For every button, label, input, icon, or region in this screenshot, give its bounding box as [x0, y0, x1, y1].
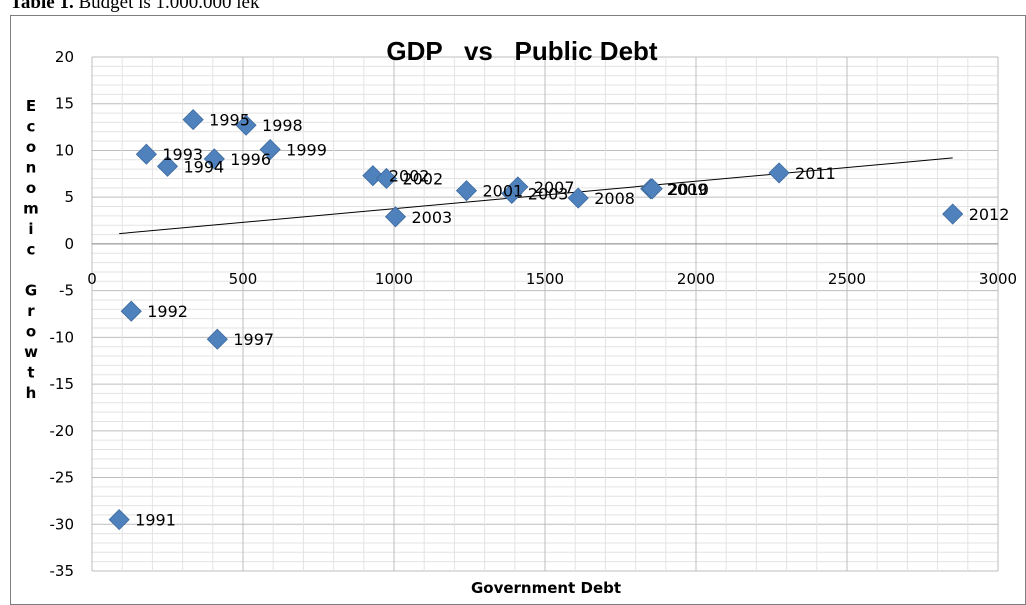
y-axis-title-letter: m [23, 200, 39, 218]
y-tick-label: -35 [50, 562, 75, 580]
y-axis-title-letter: c [27, 241, 36, 259]
axis-ticks: 20 15 10 5 0 -5 -10 -15 -20 -25 -30 -35 0 500 1000 1500… [50, 48, 1018, 580]
table-caption-text: Budget is 1.000.000 lek [73, 0, 260, 13]
linear-trendline [119, 157, 953, 235]
y-tick-label: 20 [55, 48, 74, 66]
y-axis-title-letter: c [27, 118, 36, 136]
y-axis-title-letter: w [24, 343, 38, 361]
data-point [235, 114, 257, 136]
y-axis-title-letter: E [26, 97, 36, 115]
point-label: 1993 [162, 145, 203, 164]
data-point [362, 165, 384, 187]
point-label: 1991 [135, 511, 176, 530]
chart-title: GDP vs Public Debt [386, 36, 657, 66]
point-label: 1999 [286, 141, 327, 160]
point-label: 2003 [528, 184, 569, 203]
point-label: 1992 [147, 302, 188, 321]
data-point [507, 176, 529, 198]
point-label: 2003 [412, 208, 453, 227]
point-label: 2009 [667, 180, 708, 199]
data-point [768, 162, 790, 184]
point-label: 2001 [482, 182, 523, 201]
data-point [641, 178, 663, 200]
point-label: 2002 [389, 167, 430, 186]
data-point [108, 509, 130, 531]
y-tick-label: -20 [50, 422, 75, 440]
data-point [259, 138, 281, 161]
data-point [206, 328, 228, 350]
data-points [108, 109, 964, 531]
data-point [120, 300, 142, 322]
data-point [375, 167, 398, 190]
point-label: 2008 [594, 189, 635, 208]
point-label: 1997 [233, 330, 274, 349]
x-tick-label: 3000 [979, 270, 1017, 288]
y-axis-title-letter: i [28, 220, 33, 238]
y-tick-label: 10 [55, 141, 74, 159]
point-label: 1998 [262, 116, 303, 135]
point-label: 2011 [795, 164, 836, 183]
data-point [203, 148, 225, 170]
y-tick-label: -30 [50, 515, 75, 533]
gridlines [91, 56, 999, 572]
x-tick-label: 1500 [526, 270, 564, 288]
data-point [182, 109, 204, 131]
y-axis-title-letter: t [27, 364, 34, 382]
data-point [942, 203, 964, 225]
y-axis-title-letter: r [27, 302, 35, 320]
y-axis-title-letter: o [26, 323, 36, 341]
y-axis-title-letter: n [26, 159, 37, 177]
y-tick-label: -10 [50, 328, 75, 346]
x-axis-title: Government Debt [471, 579, 621, 596]
y-axis-title-letter: o [26, 179, 36, 197]
data-point [384, 206, 407, 228]
data-point [156, 155, 179, 177]
table-caption: Table 1. Budget is 1.000.000 lek [10, 0, 260, 14]
y-axis-title-letter: G [25, 282, 37, 300]
table-caption-bold: Table 1. [10, 0, 74, 13]
x-tick-label: 2500 [828, 270, 866, 288]
y-tick-label: 0 [64, 235, 74, 253]
y-tick-label: 5 [64, 188, 74, 206]
y-tick-label: 15 [55, 95, 74, 113]
x-tick-label: 0 [87, 270, 97, 288]
point-label: 2007 [534, 178, 575, 197]
x-tick-label: 1000 [375, 270, 413, 288]
trendline [119, 157, 953, 235]
point-label: 2012 [969, 205, 1010, 224]
x-tick-label: 2000 [677, 270, 715, 288]
point-label: 1995 [209, 111, 250, 130]
x-tick-label: 500 [229, 270, 258, 288]
y-tick-label: -15 [50, 375, 75, 393]
y-tick-label: -25 [50, 469, 75, 487]
data-point [567, 187, 589, 209]
y-axis-title-letter: h [26, 384, 37, 402]
point-label: 1994 [184, 157, 225, 176]
y-tick-label: -5 [59, 282, 74, 300]
data-point [135, 143, 157, 165]
point-label: 1996 [230, 150, 271, 169]
data-point [455, 180, 478, 202]
point-label: 2010 [668, 180, 709, 199]
point-label: 2002 [402, 169, 443, 188]
y-axis-title-letter: o [26, 138, 36, 156]
